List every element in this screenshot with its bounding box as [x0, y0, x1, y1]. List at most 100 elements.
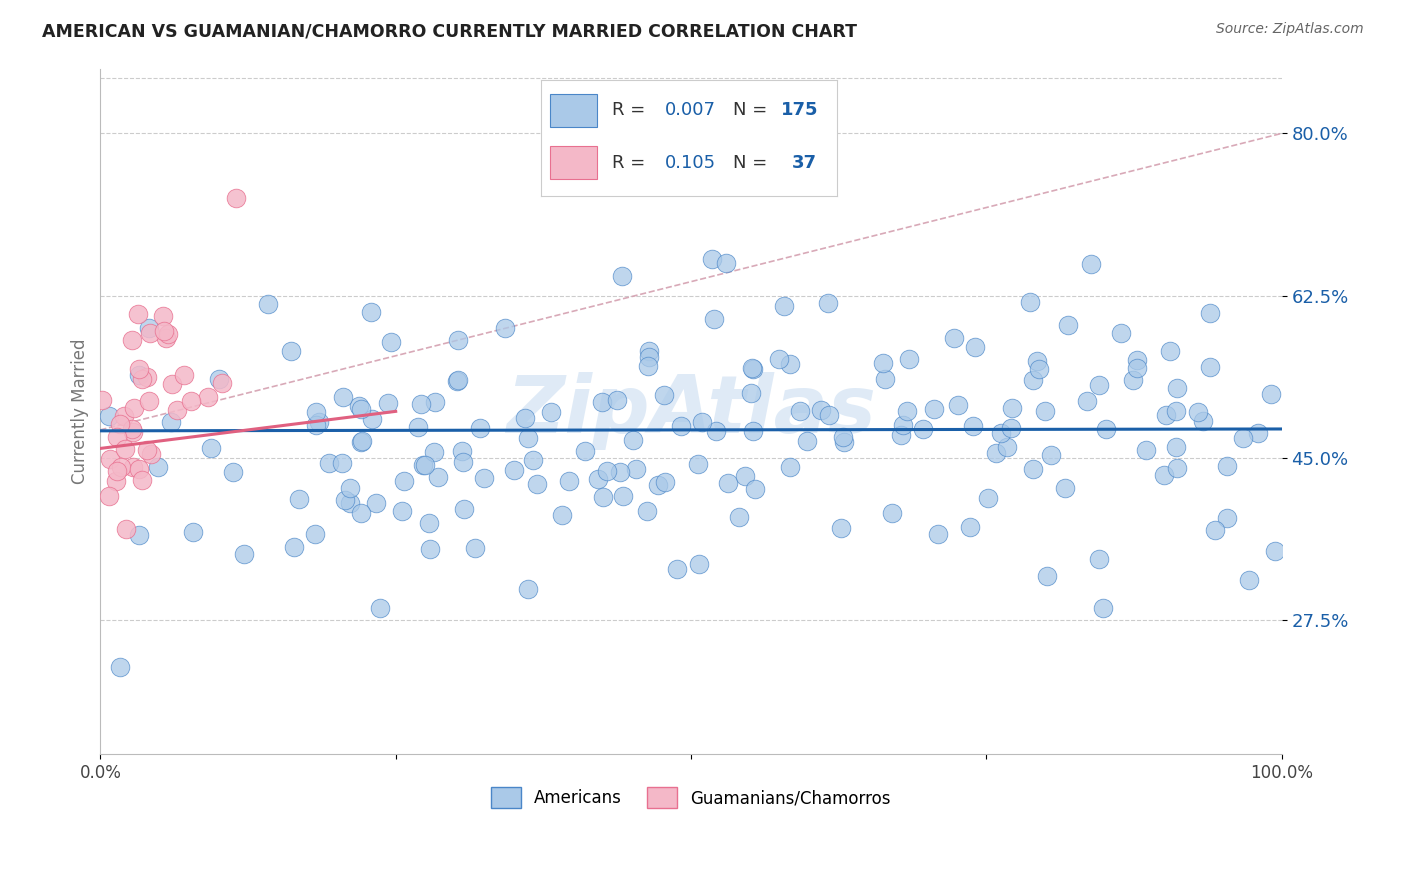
Point: [636, 504, 658, 518]
Point: [742, 425, 765, 439]
Point: [637, 343, 659, 358]
Point: [418, 516, 440, 530]
Point: [360, 305, 382, 319]
Point: [516, 582, 538, 596]
Point: [494, 321, 516, 335]
Point: [305, 417, 328, 432]
Text: ZipAtlas: ZipAtlas: [506, 372, 876, 450]
Point: [896, 403, 918, 417]
Point: [728, 509, 751, 524]
Point: [339, 481, 361, 495]
Point: [1198, 359, 1220, 374]
Point: [588, 472, 610, 486]
Point: [283, 540, 305, 554]
Point: [308, 415, 330, 429]
Point: [108, 417, 131, 431]
Point: [734, 469, 756, 483]
Point: [1053, 481, 1076, 495]
Point: [107, 464, 129, 478]
Point: [152, 309, 174, 323]
Point: [1000, 420, 1022, 434]
Point: [1166, 461, 1188, 475]
Point: [1126, 360, 1149, 375]
Point: [208, 372, 231, 386]
Point: [108, 660, 131, 674]
Point: [157, 326, 180, 341]
Point: [380, 334, 402, 349]
Point: [392, 474, 415, 488]
Point: [139, 447, 162, 461]
Point: [153, 324, 176, 338]
Point: [1166, 381, 1188, 395]
Point: [105, 430, 128, 444]
Point: [446, 374, 468, 388]
Text: 37: 37: [793, 153, 817, 171]
Point: [332, 390, 354, 404]
Point: [305, 405, 328, 419]
Point: [350, 402, 373, 417]
Point: [1187, 405, 1209, 419]
Point: [703, 312, 725, 326]
Point: [447, 333, 470, 347]
Point: [159, 415, 181, 429]
Point: [1164, 440, 1187, 454]
Point: [138, 393, 160, 408]
Point: [138, 321, 160, 335]
Y-axis label: Currently Married: Currently Married: [72, 339, 89, 484]
Point: [104, 474, 127, 488]
Point: [115, 522, 138, 536]
Point: [197, 390, 219, 404]
Point: [447, 373, 470, 387]
Point: [347, 399, 370, 413]
Point: [690, 415, 713, 429]
Point: [131, 473, 153, 487]
Text: R =: R =: [612, 102, 651, 120]
Point: [112, 409, 135, 423]
Point: [517, 431, 540, 445]
Point: [551, 508, 574, 522]
Point: [610, 268, 633, 283]
Point: [131, 372, 153, 386]
Text: R =: R =: [612, 153, 651, 171]
Point: [406, 419, 429, 434]
Point: [742, 362, 765, 376]
Point: [1166, 404, 1188, 418]
Point: [1091, 601, 1114, 615]
Point: [451, 443, 474, 458]
Point: [637, 350, 659, 364]
Point: [136, 443, 159, 458]
Point: [942, 330, 965, 344]
Point: [1080, 257, 1102, 271]
Point: [623, 433, 645, 447]
Point: [647, 477, 669, 491]
Point: [1094, 421, 1116, 435]
Point: [166, 403, 188, 417]
Point: [924, 401, 946, 416]
Point: [513, 410, 536, 425]
Point: [714, 255, 737, 269]
Point: [779, 357, 801, 371]
Point: [624, 462, 647, 476]
Point: [211, 376, 233, 391]
Point: [665, 562, 688, 576]
Point: [596, 464, 619, 478]
Point: [135, 369, 157, 384]
Point: [1232, 431, 1254, 445]
Point: [779, 460, 801, 475]
Point: [1001, 401, 1024, 416]
Point: [350, 434, 373, 448]
Point: [183, 525, 205, 540]
Point: [540, 405, 562, 419]
Point: [637, 359, 659, 373]
Point: [138, 326, 160, 340]
Point: [114, 442, 136, 456]
Point: [873, 372, 896, 386]
Point: [409, 397, 432, 411]
Text: N =: N =: [734, 153, 773, 171]
Point: [962, 419, 984, 434]
Point: [591, 395, 613, 409]
Point: [832, 429, 855, 443]
Point: [232, 547, 254, 561]
Point: [122, 459, 145, 474]
Point: [688, 557, 710, 571]
